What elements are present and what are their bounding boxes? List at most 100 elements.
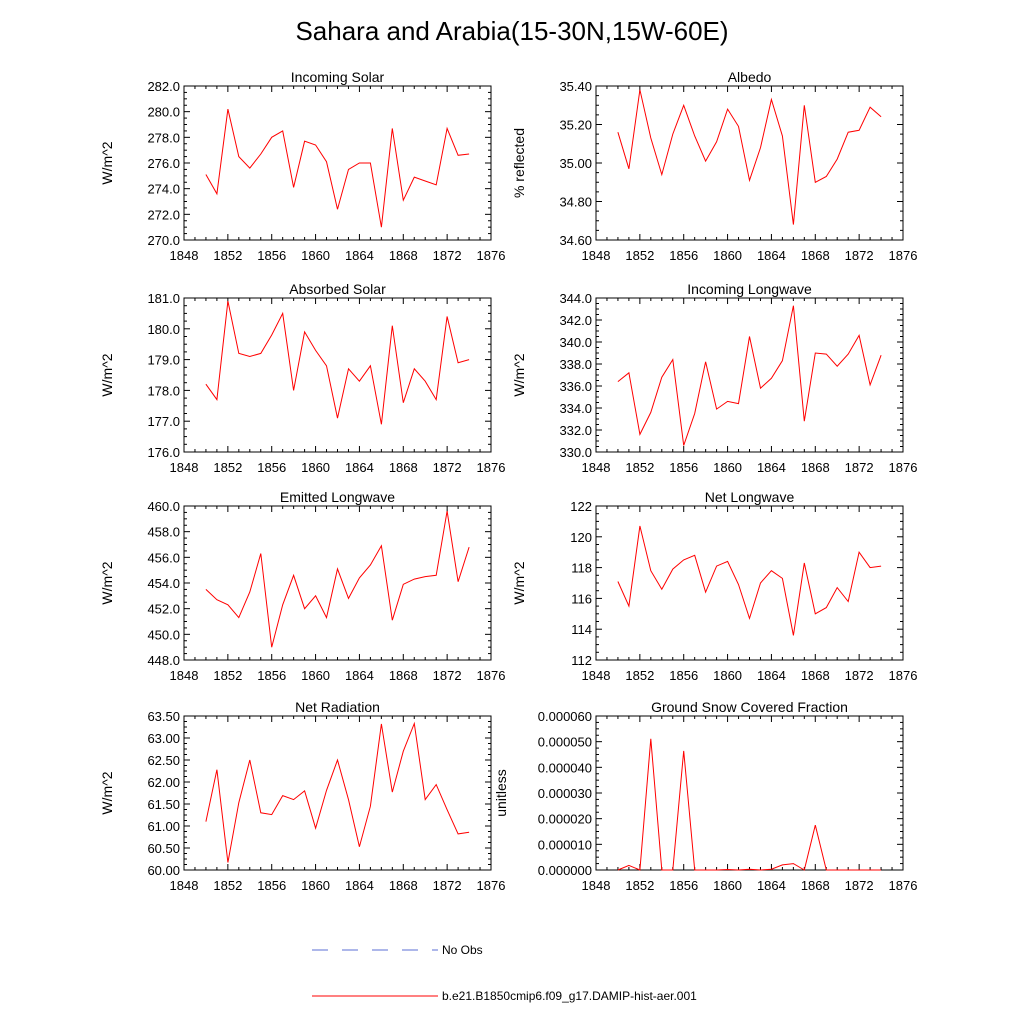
y-tick-label: 176.0 [147, 445, 180, 460]
y-tick-label: 62.50 [147, 753, 180, 768]
x-tick-label: 1872 [433, 668, 462, 683]
panel-4: Incoming Longwave W/m^2 1848 1852 1856 1860 18… [511, 281, 917, 475]
series-line [617, 525, 882, 636]
y-axis-label: W/m^2 [99, 141, 115, 184]
y-tick-label: 179.0 [147, 353, 180, 368]
x-tick-label: 1860 [301, 878, 330, 893]
y-tick-label: 0.000000 [538, 863, 592, 878]
y-tick-label: 61.50 [147, 797, 180, 812]
series-line [205, 108, 470, 228]
x-tick-label: 1876 [477, 668, 506, 683]
y-tick-label: 122 [570, 499, 592, 514]
y-tick-label: 460.0 [147, 499, 180, 514]
legend: No Obs b.e21.B1850cmip6.f09_g17.DAMIP-his… [312, 943, 697, 1003]
x-tick-label: 1860 [301, 668, 330, 683]
series-line [617, 89, 882, 225]
y-tick-label: 0.000010 [538, 837, 592, 852]
y-tick-label: 344.0 [559, 291, 592, 306]
x-tick-label: 1860 [713, 878, 742, 893]
x-tick-label: 1868 [389, 460, 418, 475]
x-tick-label: 1868 [801, 248, 830, 263]
x-tick-label: 1876 [889, 460, 918, 475]
plot-frame [183, 505, 492, 661]
y-tick-label: 63.00 [147, 731, 180, 746]
panel-title: Incoming Longwave [687, 281, 812, 297]
series-line [205, 721, 470, 863]
x-tick-label: 1848 [582, 460, 611, 475]
y-tick-label: 454.0 [147, 576, 180, 591]
x-tick-label: 1852 [213, 248, 242, 263]
y-tick-label: 180.0 [147, 322, 180, 337]
x-tick-label: 1860 [301, 460, 330, 475]
series-line [617, 305, 882, 446]
x-tick-label: 1856 [257, 878, 286, 893]
y-tick-label: 61.00 [147, 819, 180, 834]
panel-7: Net Radiation W/m^2 1848 1852 1856 1860 1864 18… [99, 699, 505, 893]
x-tick-label: 1864 [757, 668, 786, 683]
x-tick-label: 1852 [213, 460, 242, 475]
x-tick-label: 1876 [889, 878, 918, 893]
x-tick-label: 1852 [625, 248, 654, 263]
x-tick-label: 1848 [582, 668, 611, 683]
x-tick-label: 1860 [713, 248, 742, 263]
y-tick-label: 270.0 [147, 233, 180, 248]
x-tick-label: 1856 [669, 878, 698, 893]
plot-frame [595, 505, 904, 661]
y-tick-label: 120 [570, 530, 592, 545]
y-tick-label: 450.0 [147, 627, 180, 642]
x-tick-label: 1872 [845, 248, 874, 263]
x-tick-label: 1876 [889, 248, 918, 263]
y-tick-label: 118 [571, 561, 592, 576]
y-axis-label: W/m^2 [99, 771, 115, 814]
y-tick-label: 282.0 [147, 79, 180, 94]
x-tick-label: 1856 [669, 248, 698, 263]
y-tick-label: 177.0 [147, 414, 180, 429]
y-tick-label: 0.000040 [538, 760, 592, 775]
y-tick-label: 63.50 [147, 709, 180, 724]
y-tick-label: 60.00 [147, 863, 180, 878]
y-tick-label: 278.0 [147, 130, 180, 145]
legend-entry-1: No Obs [312, 943, 483, 957]
x-tick-label: 1864 [757, 460, 786, 475]
y-tick-label: 456.0 [147, 550, 180, 565]
y-tick-label: 272.0 [147, 207, 180, 222]
y-tick-label: 274.0 [147, 182, 180, 197]
x-tick-label: 1852 [625, 878, 654, 893]
x-tick-label: 1848 [582, 878, 611, 893]
y-tick-label: 181.0 [147, 291, 180, 306]
x-tick-label: 1852 [213, 668, 242, 683]
x-tick-label: 1876 [477, 248, 506, 263]
y-tick-label: 35.40 [559, 79, 592, 94]
x-tick-label: 1872 [433, 460, 462, 475]
y-tick-label: 458.0 [147, 525, 180, 540]
x-tick-label: 1860 [301, 248, 330, 263]
x-tick-label: 1872 [845, 878, 874, 893]
x-tick-label: 1864 [757, 878, 786, 893]
panels-group: Incoming Solar W/m^2 1848 1852 1856 1860 1864 1… [99, 69, 917, 893]
y-tick-label: 35.20 [559, 118, 592, 133]
x-tick-label: 1856 [669, 460, 698, 475]
x-tick-label: 1856 [257, 460, 286, 475]
y-tick-label: 0.000030 [538, 786, 592, 801]
x-tick-label: 1872 [433, 248, 462, 263]
x-tick-label: 1868 [801, 460, 830, 475]
x-tick-label: 1852 [625, 460, 654, 475]
x-tick-label: 1848 [582, 248, 611, 263]
y-tick-label: 330.0 [559, 445, 592, 460]
y-tick-label: 342.0 [559, 313, 592, 328]
x-tick-label: 1860 [713, 460, 742, 475]
y-axis-label: W/m^2 [99, 353, 115, 396]
panel-title: Net Longwave [705, 489, 795, 505]
panel-title: Net Radiation [295, 699, 380, 715]
y-tick-label: 334.0 [559, 401, 592, 416]
x-tick-label: 1868 [389, 248, 418, 263]
x-tick-label: 1856 [257, 668, 286, 683]
y-axis-label: W/m^2 [511, 353, 527, 396]
y-tick-label: 332.0 [559, 423, 592, 438]
y-tick-label: 0.000020 [538, 812, 592, 827]
y-tick-label: 452.0 [147, 602, 180, 617]
panel-title: Emitted Longwave [280, 489, 395, 505]
panel-title: Ground Snow Covered Fraction [651, 699, 848, 715]
x-tick-label: 1868 [389, 668, 418, 683]
y-tick-label: 448.0 [147, 653, 180, 668]
